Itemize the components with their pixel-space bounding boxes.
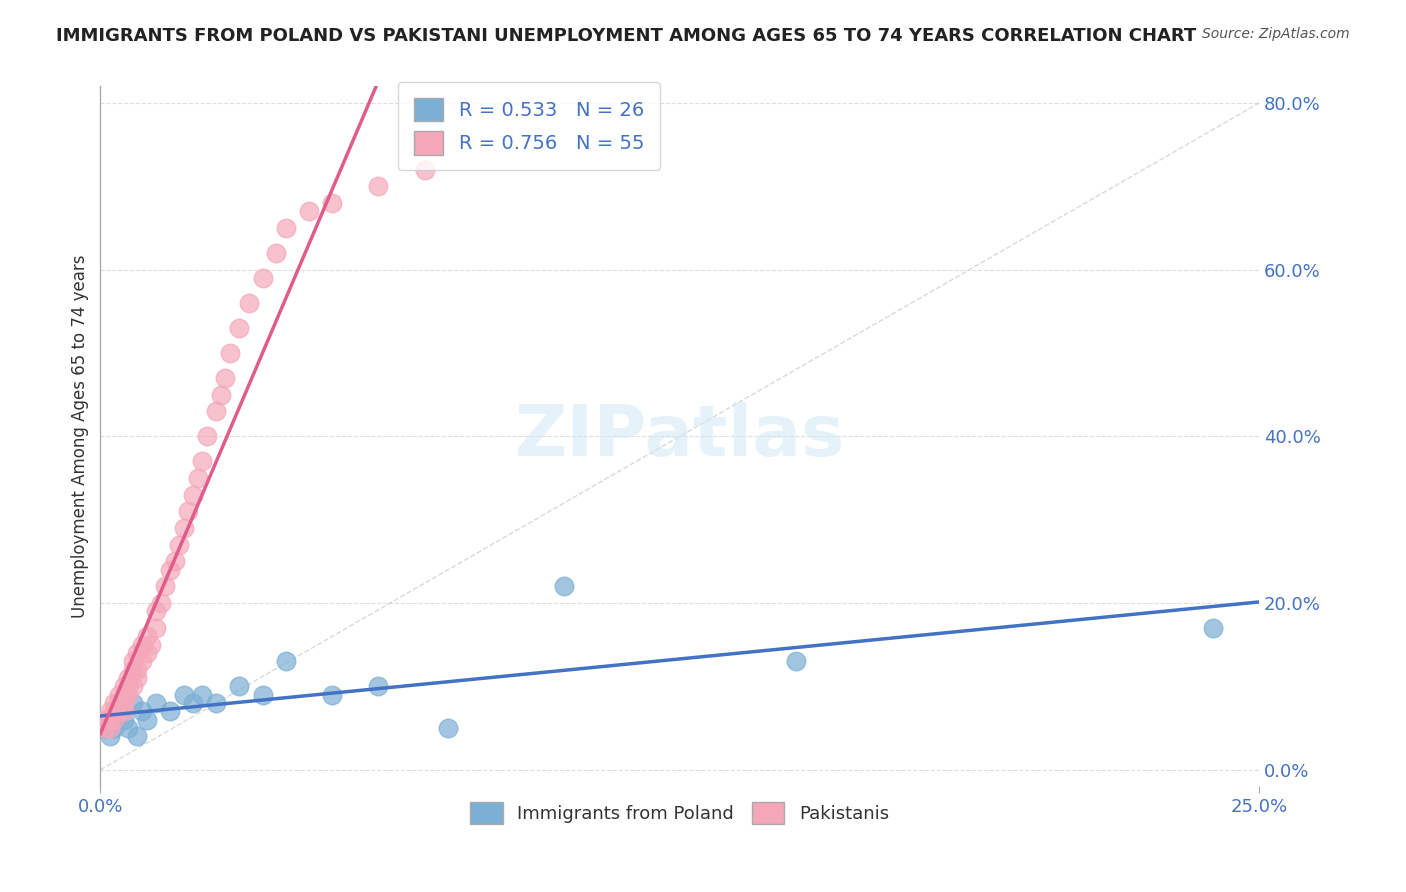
Pakistanis bbox=[298, 204, 321, 219]
Immigrants from Poland bbox=[274, 655, 297, 669]
Pakistanis bbox=[191, 454, 214, 468]
Immigrants from Poland bbox=[127, 730, 149, 744]
Pakistanis bbox=[121, 663, 143, 677]
Pakistanis bbox=[103, 696, 125, 710]
Legend: Immigrants from Poland, Pakistanis: Immigrants from Poland, Pakistanis bbox=[461, 793, 898, 833]
Pakistanis bbox=[155, 579, 177, 593]
Pakistanis bbox=[238, 296, 260, 310]
Immigrants from Poland bbox=[103, 721, 125, 735]
Pakistanis bbox=[228, 321, 250, 335]
Pakistanis bbox=[112, 688, 135, 702]
Pakistanis bbox=[117, 688, 139, 702]
Text: ZIPatlas: ZIPatlas bbox=[515, 402, 845, 471]
Immigrants from Poland bbox=[367, 680, 389, 694]
Immigrants from Poland bbox=[321, 688, 343, 702]
Pakistanis bbox=[108, 688, 131, 702]
Immigrants from Poland bbox=[173, 688, 195, 702]
Pakistanis bbox=[266, 246, 288, 260]
Pakistanis bbox=[112, 705, 135, 719]
Immigrants from Poland bbox=[1201, 621, 1223, 635]
Pakistanis bbox=[103, 705, 125, 719]
Pakistanis bbox=[135, 630, 157, 644]
Pakistanis bbox=[121, 680, 143, 694]
Pakistanis bbox=[145, 621, 167, 635]
Immigrants from Poland bbox=[252, 688, 274, 702]
Pakistanis bbox=[103, 713, 125, 727]
Pakistanis bbox=[127, 663, 149, 677]
Pakistanis bbox=[367, 179, 389, 194]
Pakistanis bbox=[98, 721, 121, 735]
Pakistanis bbox=[112, 680, 135, 694]
Pakistanis bbox=[145, 604, 167, 618]
Immigrants from Poland bbox=[437, 721, 460, 735]
Pakistanis bbox=[108, 696, 131, 710]
Text: Source: ZipAtlas.com: Source: ZipAtlas.com bbox=[1202, 27, 1350, 41]
Pakistanis bbox=[135, 646, 157, 660]
Pakistanis bbox=[117, 680, 139, 694]
Pakistanis bbox=[181, 488, 204, 502]
Pakistanis bbox=[219, 346, 242, 360]
Immigrants from Poland bbox=[191, 688, 214, 702]
Immigrants from Poland bbox=[108, 705, 131, 719]
Pakistanis bbox=[173, 521, 195, 535]
Immigrants from Poland bbox=[135, 713, 157, 727]
Pakistanis bbox=[117, 671, 139, 685]
Immigrants from Poland bbox=[145, 696, 167, 710]
Pakistanis bbox=[131, 655, 153, 669]
Pakistanis bbox=[94, 713, 117, 727]
Pakistanis bbox=[127, 646, 149, 660]
Pakistanis bbox=[149, 596, 172, 610]
Immigrants from Poland bbox=[112, 713, 135, 727]
Pakistanis bbox=[195, 429, 218, 443]
Pakistanis bbox=[141, 638, 163, 652]
Immigrants from Poland bbox=[785, 655, 807, 669]
Pakistanis bbox=[209, 388, 232, 402]
Pakistanis bbox=[98, 705, 121, 719]
Pakistanis bbox=[177, 504, 200, 518]
Immigrants from Poland bbox=[159, 705, 181, 719]
Pakistanis bbox=[187, 471, 209, 485]
Immigrants from Poland bbox=[121, 696, 143, 710]
Pakistanis bbox=[167, 538, 190, 552]
Pakistanis bbox=[131, 638, 153, 652]
Immigrants from Poland bbox=[205, 696, 228, 710]
Pakistanis bbox=[274, 221, 297, 235]
Pakistanis bbox=[112, 696, 135, 710]
Pakistanis bbox=[163, 554, 186, 568]
Pakistanis bbox=[214, 371, 236, 385]
Immigrants from Poland bbox=[117, 721, 139, 735]
Y-axis label: Unemployment Among Ages 65 to 74 years: Unemployment Among Ages 65 to 74 years bbox=[72, 255, 89, 618]
Text: IMMIGRANTS FROM POLAND VS PAKISTANI UNEMPLOYMENT AMONG AGES 65 TO 74 YEARS CORRE: IMMIGRANTS FROM POLAND VS PAKISTANI UNEM… bbox=[56, 27, 1197, 45]
Immigrants from Poland bbox=[103, 713, 125, 727]
Immigrants from Poland bbox=[98, 730, 121, 744]
Pakistanis bbox=[252, 271, 274, 285]
Pakistanis bbox=[94, 721, 117, 735]
Pakistanis bbox=[108, 705, 131, 719]
Pakistanis bbox=[321, 196, 343, 211]
Pakistanis bbox=[98, 713, 121, 727]
Immigrants from Poland bbox=[94, 721, 117, 735]
Immigrants from Poland bbox=[131, 705, 153, 719]
Pakistanis bbox=[127, 671, 149, 685]
Immigrants from Poland bbox=[181, 696, 204, 710]
Immigrants from Poland bbox=[228, 680, 250, 694]
Immigrants from Poland bbox=[553, 579, 575, 593]
Pakistanis bbox=[205, 404, 228, 418]
Pakistanis bbox=[121, 655, 143, 669]
Pakistanis bbox=[159, 563, 181, 577]
Pakistanis bbox=[413, 162, 436, 177]
